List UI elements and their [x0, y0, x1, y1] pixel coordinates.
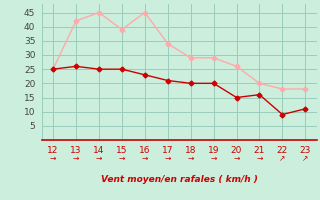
- Text: →: →: [119, 154, 125, 163]
- Text: →: →: [96, 154, 102, 163]
- Text: →: →: [50, 154, 56, 163]
- Text: →: →: [256, 154, 263, 163]
- Text: →: →: [188, 154, 194, 163]
- Text: →: →: [142, 154, 148, 163]
- Text: →: →: [211, 154, 217, 163]
- Text: →: →: [233, 154, 240, 163]
- Text: →: →: [73, 154, 79, 163]
- Text: ↗: ↗: [279, 154, 285, 163]
- X-axis label: Vent moyen/en rafales ( km/h ): Vent moyen/en rafales ( km/h ): [101, 175, 258, 184]
- Text: →: →: [164, 154, 171, 163]
- Text: ↗: ↗: [302, 154, 308, 163]
